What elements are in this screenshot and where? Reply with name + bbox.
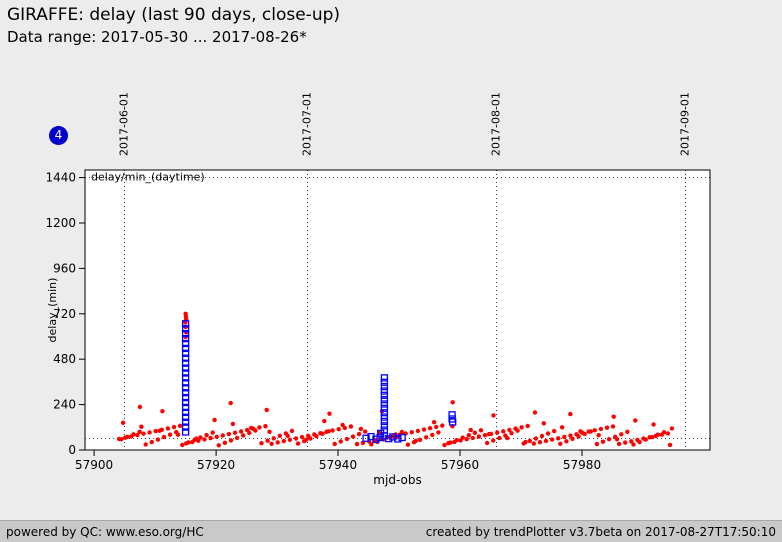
date-label: 2017-06-01 xyxy=(118,92,131,156)
svg-text:57960: 57960 xyxy=(441,458,479,472)
date-label: 2017-07-01 xyxy=(301,92,314,156)
x-axis-ticks: 57900 57920 57940 57960 57980 xyxy=(75,450,601,472)
svg-text:960: 960 xyxy=(53,261,76,275)
svg-text:57940: 57940 xyxy=(319,458,357,472)
x-axis-label: mjd-obs xyxy=(373,473,421,487)
chart-svg: 2017-06-01 2017-07-01 2017-08-01 2017-09-01… xyxy=(0,0,782,542)
svg-text:57920: 57920 xyxy=(197,458,235,472)
svg-text:1200: 1200 xyxy=(45,216,76,230)
svg-text:57900: 57900 xyxy=(75,458,113,472)
svg-text:240: 240 xyxy=(53,398,76,412)
svg-text:480: 480 xyxy=(53,352,76,366)
date-label: 2017-08-01 xyxy=(490,92,503,156)
svg-text:0: 0 xyxy=(68,443,76,457)
date-label: 2017-09-01 xyxy=(679,92,692,156)
footer-left-text: powered by QC: www.eso.org/HC xyxy=(6,525,204,539)
y-axis-label: delay_(min) xyxy=(46,278,59,343)
legend-label: delay/min_(daytime) xyxy=(91,171,205,184)
svg-text:1440: 1440 xyxy=(45,171,76,185)
count-badge[interactable]: 4 xyxy=(49,126,68,145)
plot-area xyxy=(85,170,710,450)
svg-text:57980: 57980 xyxy=(563,458,601,472)
footer-bar: powered by QC: www.eso.org/HC created by… xyxy=(0,520,782,542)
footer-right-text: created by trendPlotter v3.7beta on 2017… xyxy=(426,525,776,539)
